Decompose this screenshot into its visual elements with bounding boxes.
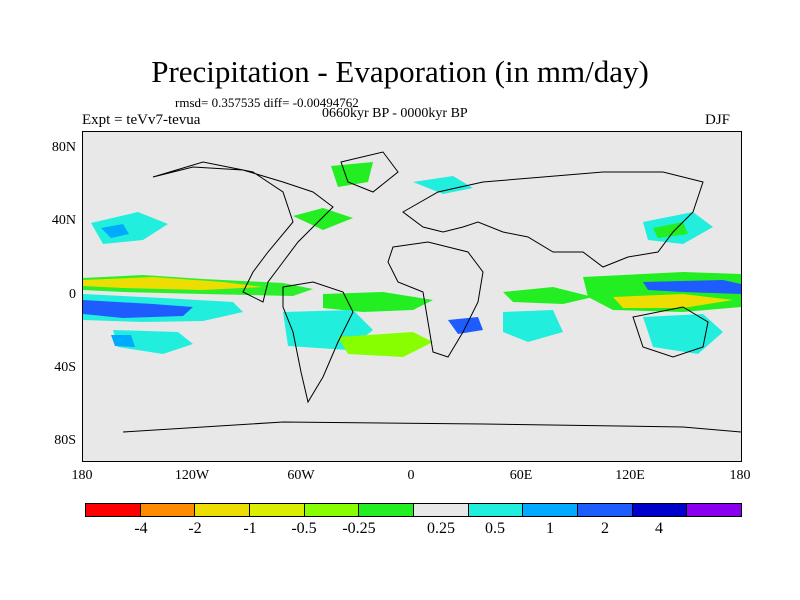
legend-swatch-2	[195, 504, 251, 516]
coastlines	[122, 151, 742, 433]
lat-label-80s: 80S	[54, 433, 76, 448]
world-map	[82, 131, 742, 462]
north-atlantic-green	[293, 208, 353, 230]
chart-title: Precipitation - Evaporation (in mm/day)	[151, 54, 649, 89]
season-label: DJF	[705, 112, 731, 128]
legend-label: -1	[243, 520, 257, 537]
maritime-yellow	[613, 294, 733, 308]
lon-label-60e: 60E	[509, 468, 533, 483]
legend-swatch-5	[359, 504, 415, 516]
indian-ocean-green	[503, 287, 593, 304]
legend-swatch-9	[578, 504, 633, 516]
south-atlantic-green	[338, 332, 433, 357]
south-pacific-lower	[113, 330, 193, 354]
experiment-label: Expt = teVv7-tevua	[82, 112, 201, 128]
legend-swatch-1	[140, 504, 196, 516]
legend-swatch-11	[687, 504, 742, 516]
lat-label-40n: 40N	[51, 213, 76, 228]
lon-label-120e: 120E	[615, 468, 645, 483]
legend-label: -0.25	[342, 520, 376, 537]
south-pacific-blue	[83, 300, 193, 318]
indian-ocean-cyan	[503, 310, 563, 342]
lat-label-0: 0	[69, 287, 76, 302]
south-pacific-lower-blue	[111, 335, 135, 347]
legend-swatch-6	[414, 504, 469, 516]
maritime-blue	[643, 280, 741, 294]
greenland-patch	[331, 162, 373, 187]
lon-label-120w: 120W	[174, 468, 210, 483]
legend-label: -2	[188, 520, 202, 537]
lon-label-0: 0	[407, 468, 415, 483]
lat-label-80n: 80N	[51, 140, 76, 155]
lon-label-60w: 60W	[287, 468, 315, 483]
lon-label-180e: 180	[729, 468, 751, 483]
lat-label-40s: 40S	[54, 360, 76, 375]
map-canvas	[83, 151, 742, 433]
legend-swatch-0	[86, 504, 141, 516]
north-cyan-patch	[413, 176, 473, 194]
indian-ocean-blue	[448, 317, 483, 334]
legend-label: 2	[601, 520, 609, 537]
color-legend	[85, 503, 742, 517]
stats-text: rmsd= 0.357535 diff= -0.00494762	[175, 95, 359, 110]
period-label: 0660kyr BP - 0000kyr BP	[322, 106, 468, 121]
pacific-yellow-band	[83, 277, 263, 290]
atlantic-band	[323, 292, 433, 312]
legend-swatch-10	[632, 504, 688, 516]
lon-label-180w: 180	[71, 468, 93, 483]
legend-label: 0.5	[485, 520, 505, 537]
legend-label: 1	[546, 520, 554, 537]
australia-cyan	[643, 314, 723, 354]
legend-swatch-4	[304, 504, 360, 516]
legend-swatch-3	[250, 504, 305, 516]
legend-label: -4	[134, 520, 148, 537]
legend-swatch-8	[523, 504, 579, 516]
legend-swatch-7	[468, 504, 524, 516]
legend-label: -0.5	[291, 520, 317, 537]
legend-label: 0.25	[427, 520, 455, 537]
north-pacific-patch2	[101, 224, 129, 238]
legend-label: 4	[655, 520, 663, 537]
